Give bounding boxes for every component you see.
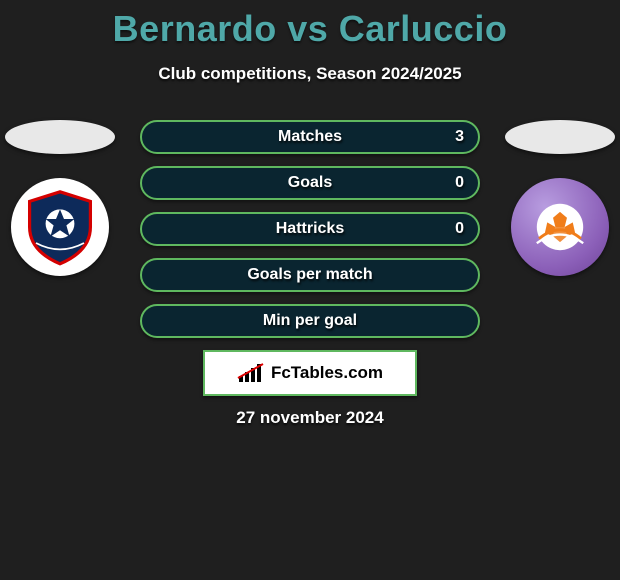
page-subtitle: Club competitions, Season 2024/2025 [0,64,620,84]
stat-label: Min per goal [263,312,357,330]
adelaide-united-icon [20,187,100,267]
site-logo: FcTables.com [203,350,417,396]
comparison-date: 27 november 2024 [0,408,620,428]
stat-row-min-per-goal: Min per goal [140,304,480,338]
player-right-avatar-placeholder [505,120,615,154]
stats-panel: Matches 3 Goals 0 Hattricks 0 Goals per … [140,120,480,350]
stat-row-goals-per-match: Goals per match [140,258,480,292]
stat-row-matches: Matches 3 [140,120,480,154]
stat-label: Goals [288,174,332,192]
player-left-avatar-placeholder [5,120,115,154]
stat-row-hattricks: Hattricks 0 [140,212,480,246]
stat-right-value: 3 [455,128,464,146]
stat-label: Matches [278,128,342,146]
club-badge-right [511,178,609,276]
stat-row-goals: Goals 0 [140,166,480,200]
page-title: Bernardo vs Carluccio [0,0,620,50]
stat-label: Hattricks [276,220,344,238]
stat-right-value: 0 [455,220,464,238]
stat-right-value: 0 [455,174,464,192]
perth-glory-icon [531,198,589,256]
player-left-column [0,120,120,276]
site-name: FcTables.com [271,363,383,383]
player-right-column [500,120,620,276]
club-badge-left [11,178,109,276]
bar-chart-icon [237,362,265,384]
stat-label: Goals per match [247,266,372,284]
